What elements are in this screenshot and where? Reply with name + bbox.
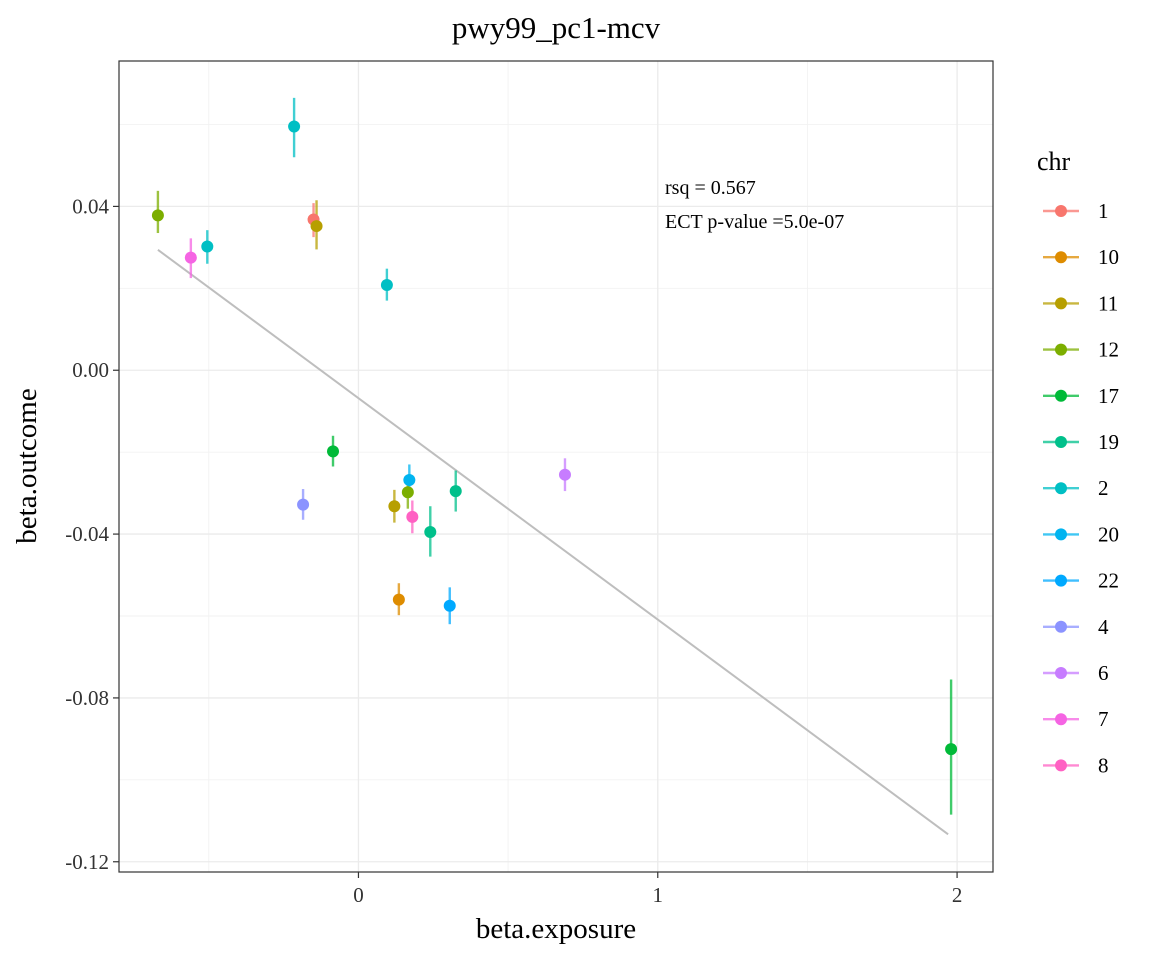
legend-key-point	[1055, 713, 1067, 726]
legend: chr 1 10 11 12 17 19 2 20 22 4 6 7 8	[1037, 147, 1119, 777]
legend-item: 17	[1043, 384, 1119, 408]
legend-item: 19	[1043, 430, 1119, 454]
legend-items: 1 10 11 12 17 19 2 20 22 4 6 7 8	[1043, 199, 1119, 777]
legend-label: 7	[1098, 707, 1109, 731]
data-point	[424, 526, 437, 539]
x-tick-label: 2	[952, 883, 963, 907]
x-axis-title: beta.exposure	[476, 913, 636, 945]
x-tick-label: 1	[653, 883, 664, 907]
y-tick-label: -0.12	[65, 850, 109, 874]
legend-key-point	[1055, 528, 1067, 541]
data-point	[201, 240, 214, 253]
legend-label: 22	[1098, 569, 1119, 593]
legend-label: 20	[1098, 522, 1119, 546]
data-point	[403, 474, 416, 487]
y-axis-ticks: 0.04 0.00 -0.04 -0.08 -0.12	[65, 194, 119, 874]
legend-item: 22	[1043, 569, 1119, 593]
legend-key-point	[1055, 482, 1067, 495]
legend-label: 17	[1098, 384, 1119, 408]
data-point	[151, 209, 164, 222]
legend-key-point	[1055, 667, 1067, 679]
grid-minor-lines	[119, 61, 993, 872]
stats-annotation: rsq = 0.567 ECT p-value =5.0e-07	[665, 177, 844, 233]
y-axis-title: beta.outcome	[11, 388, 43, 543]
data-point	[310, 220, 323, 233]
x-tick-label: 0	[353, 883, 364, 907]
fit-line	[157, 249, 949, 836]
legend-label: 6	[1098, 661, 1109, 685]
data-point	[401, 486, 414, 499]
rsq-annotation: rsq = 0.567	[665, 177, 756, 199]
legend-label: 1	[1098, 199, 1109, 223]
legend-item: 6	[1043, 661, 1109, 685]
legend-item: 10	[1043, 245, 1119, 269]
legend-item: 8	[1043, 753, 1109, 777]
legend-item: 1	[1043, 199, 1109, 223]
legend-item: 2	[1043, 476, 1109, 500]
legend-label: 2	[1098, 476, 1109, 500]
chart-title: pwy99_pc1-mcv	[452, 10, 661, 45]
data-point	[184, 251, 197, 264]
legend-key-point	[1055, 343, 1067, 356]
legend-item: 7	[1043, 707, 1109, 731]
error-bars	[156, 97, 953, 815]
legend-key-point	[1055, 574, 1067, 587]
legend-key-point	[1055, 389, 1067, 402]
data-point	[380, 279, 393, 292]
data-point	[449, 485, 462, 498]
data-point	[288, 120, 301, 133]
legend-key-point	[1055, 205, 1067, 217]
data-points	[151, 120, 958, 756]
data-point	[945, 743, 958, 756]
data-point	[406, 510, 419, 523]
legend-key-point	[1055, 297, 1067, 310]
data-point	[392, 593, 405, 606]
y-tick-label: 0.04	[72, 194, 109, 218]
legend-label: 12	[1098, 338, 1119, 362]
legend-label: 8	[1098, 753, 1109, 777]
data-point	[388, 500, 401, 513]
legend-item: 11	[1043, 291, 1118, 315]
x-axis-ticks: 0 1 2	[353, 872, 962, 907]
legend-key-point	[1055, 251, 1067, 264]
data-point	[297, 498, 310, 511]
legend-label: 4	[1098, 615, 1109, 639]
legend-item: 12	[1043, 338, 1119, 362]
p-value-annotation: ECT p-value =5.0e-07	[665, 211, 844, 233]
data-point	[327, 445, 340, 458]
fit-line-layer	[157, 249, 949, 836]
legend-label: 11	[1098, 291, 1118, 315]
legend-key-point	[1055, 620, 1067, 633]
data-point	[558, 468, 571, 481]
legend-item: 20	[1043, 522, 1119, 546]
legend-label: 19	[1098, 430, 1119, 454]
grid-major-lines	[119, 61, 993, 872]
plot-panel	[118, 60, 994, 873]
y-tick-label: 0.00	[72, 358, 109, 382]
data-point	[443, 599, 456, 612]
legend-title: chr	[1037, 147, 1071, 176]
y-tick-label: -0.08	[65, 686, 109, 710]
y-tick-label: -0.04	[65, 522, 109, 546]
legend-item: 4	[1043, 615, 1109, 639]
legend-label: 10	[1098, 245, 1119, 269]
legend-key-point	[1055, 436, 1067, 448]
legend-key-point	[1055, 759, 1067, 772]
